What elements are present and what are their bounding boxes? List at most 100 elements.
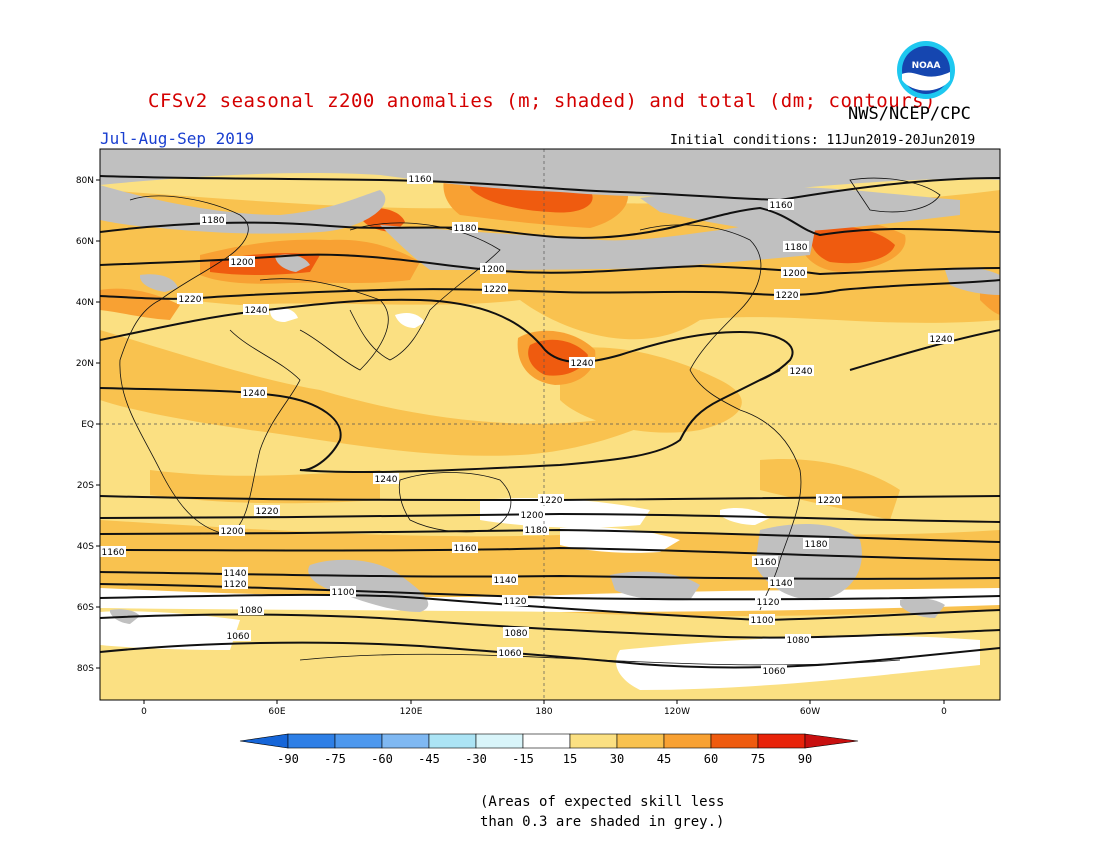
contour-label: 1160 bbox=[768, 199, 794, 211]
contour-label-group: 1160 1160 1160 1160 1180 1180 1180 1180 … bbox=[100, 173, 954, 677]
colorbar-swatch bbox=[663, 733, 712, 749]
svg-text:1180: 1180 bbox=[525, 526, 548, 536]
colorbar-swatch bbox=[569, 733, 618, 749]
contour-label: 1140 bbox=[492, 574, 518, 586]
svg-text:1240: 1240 bbox=[790, 367, 813, 377]
colorbar-tick: -90 bbox=[277, 752, 299, 766]
season-label: Jul-Aug-Sep 2019 bbox=[100, 129, 255, 148]
contour-label: 1240 bbox=[241, 387, 267, 399]
svg-text:1060: 1060 bbox=[763, 667, 786, 677]
svg-text:1080: 1080 bbox=[240, 606, 263, 616]
contour-label: 1160 bbox=[452, 542, 478, 554]
lon-label: 180 bbox=[535, 707, 552, 717]
colorbar-tick: 60 bbox=[704, 752, 718, 766]
svg-text:1200: 1200 bbox=[521, 511, 544, 521]
lat-label: 60S bbox=[77, 603, 94, 613]
contour-label: 1180 bbox=[783, 241, 809, 253]
contour-label: 1200 bbox=[519, 509, 545, 521]
lat-label: 80N bbox=[76, 176, 94, 186]
noaa-logo-text: NOAA bbox=[912, 61, 941, 71]
contour-label: 1220 bbox=[177, 293, 203, 305]
contour-label: 1100 bbox=[749, 614, 775, 626]
colorbar-swatch bbox=[616, 733, 665, 749]
svg-text:1240: 1240 bbox=[243, 389, 266, 399]
colorbar-tick: -15 bbox=[512, 752, 534, 766]
colorbar bbox=[239, 733, 859, 749]
contour-label: 1240 bbox=[788, 365, 814, 377]
contour-label: 1120 bbox=[502, 595, 528, 607]
contour-1240-south bbox=[100, 369, 781, 474]
contour-label: 1200 bbox=[219, 525, 245, 537]
colorbar-swatch bbox=[287, 733, 336, 749]
colorbar-ticks: -90 -75 -60 -45 -30 -15 15 30 45 60 75 9… bbox=[277, 752, 812, 766]
contour-label: 1160 bbox=[407, 173, 433, 185]
svg-text:1180: 1180 bbox=[202, 216, 225, 226]
colorbar-swatch bbox=[710, 733, 759, 749]
svg-text:1100: 1100 bbox=[332, 588, 355, 598]
colorbar-swatch bbox=[334, 733, 383, 749]
lat-label: 40N bbox=[76, 298, 94, 308]
latitude-axis: 80N 60N 40N 20N EQ 20S 40S 60S 80S bbox=[76, 176, 100, 674]
lat-label: 80S bbox=[77, 664, 94, 674]
colorbar-tick: -45 bbox=[418, 752, 440, 766]
svg-text:1120: 1120 bbox=[757, 598, 780, 608]
contour-label: 1200 bbox=[480, 263, 506, 275]
contour-label: 1060 bbox=[225, 630, 251, 642]
svg-text:1240: 1240 bbox=[245, 306, 268, 316]
contour-label: 1240 bbox=[373, 473, 399, 485]
agency-label: NWS/NCEP/CPC bbox=[848, 104, 971, 124]
colorbar-upper-arrow bbox=[804, 733, 859, 749]
colorbar-tick: 30 bbox=[610, 752, 624, 766]
svg-text:1200: 1200 bbox=[783, 269, 806, 279]
contour-1220 bbox=[100, 279, 1000, 300]
contour-label: 1180 bbox=[803, 538, 829, 550]
contour-label: 1100 bbox=[330, 586, 356, 598]
contour-label: 1140 bbox=[222, 567, 248, 579]
colorbar-tick: 15 bbox=[563, 752, 577, 766]
contour-label: 1240 bbox=[928, 333, 954, 345]
svg-text:1080: 1080 bbox=[787, 636, 810, 646]
contour-label: 1140 bbox=[768, 577, 794, 589]
colorbar-tick: 75 bbox=[751, 752, 765, 766]
svg-text:1200: 1200 bbox=[221, 527, 244, 537]
lon-label: 0 bbox=[141, 707, 147, 717]
lat-label: 60N bbox=[76, 237, 94, 247]
svg-text:1220: 1220 bbox=[179, 295, 202, 305]
svg-text:1220: 1220 bbox=[484, 285, 507, 295]
contour-1160-south bbox=[100, 546, 1000, 561]
lon-label: 120W bbox=[664, 707, 690, 717]
contour-label: 1240 bbox=[243, 304, 269, 316]
colorbar-lower-arrow bbox=[239, 733, 289, 749]
svg-text:1100: 1100 bbox=[751, 616, 774, 626]
contour-label: 1080 bbox=[238, 604, 264, 616]
contour-label: 1060 bbox=[497, 647, 523, 659]
svg-text:1060: 1060 bbox=[499, 649, 522, 659]
contour-1200-south bbox=[100, 512, 1000, 523]
colorbar-swatch bbox=[475, 733, 524, 749]
contour-label: 1120 bbox=[222, 578, 248, 590]
map-gridlines bbox=[100, 149, 1000, 700]
lon-label: 0 bbox=[941, 707, 947, 717]
initial-conditions-label: Initial conditions: 11Jun2019-20Jun2019 bbox=[670, 133, 976, 148]
svg-text:1200: 1200 bbox=[231, 258, 254, 268]
colorbar-swatch bbox=[522, 733, 571, 749]
colorbar-tick: -30 bbox=[465, 752, 487, 766]
svg-text:1180: 1180 bbox=[805, 540, 828, 550]
colorbar-swatch bbox=[381, 733, 430, 749]
svg-text:1220: 1220 bbox=[540, 496, 563, 506]
lat-label: EQ bbox=[81, 420, 94, 430]
contour-label: 1120 bbox=[755, 596, 781, 608]
svg-text:1160: 1160 bbox=[409, 175, 432, 185]
contour-label: 1180 bbox=[523, 524, 549, 536]
chart-title: CFSv2 seasonal z200 anomalies (m; shaded… bbox=[148, 90, 936, 112]
contour-label: 1160 bbox=[100, 546, 126, 558]
contour-1200 bbox=[100, 253, 1000, 276]
svg-text:1140: 1140 bbox=[770, 579, 793, 589]
longitude-axis: 0 60E 120E 180 120W 60W 0 bbox=[141, 700, 947, 717]
contour-label: 1240 bbox=[569, 357, 595, 369]
contour-1080 bbox=[100, 613, 1000, 639]
svg-text:1140: 1140 bbox=[224, 569, 247, 579]
contour-label: 1080 bbox=[785, 634, 811, 646]
contour-label: 1200 bbox=[229, 256, 255, 268]
